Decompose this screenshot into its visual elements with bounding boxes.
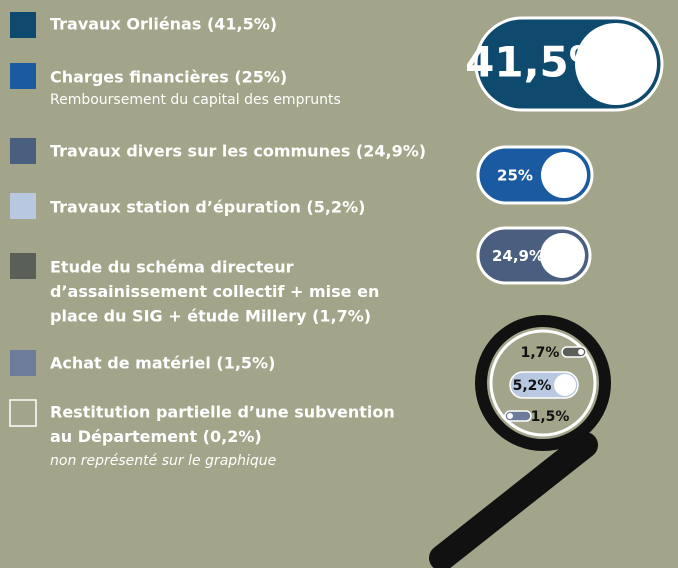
legend-swatch bbox=[10, 138, 36, 164]
pill-label: 1,5% bbox=[531, 409, 570, 425]
legend-label: Travaux divers sur les communes (24,9%) bbox=[50, 142, 426, 161]
legend-swatch bbox=[10, 193, 36, 219]
legend-label: Travaux station d’épuration (5,2%) bbox=[50, 198, 365, 217]
legend-label: Restitution partielle d’une subvention bbox=[50, 403, 395, 422]
legend-label: place du SIG + étude Millery (1,7%) bbox=[50, 307, 371, 326]
legend-swatch bbox=[9, 399, 37, 427]
legend-label: Charges financières (25%) bbox=[50, 68, 287, 87]
pill-knob bbox=[578, 349, 584, 355]
pill-knob bbox=[575, 23, 657, 105]
legend-swatch bbox=[10, 253, 36, 279]
legend-note: Remboursement du capital des emprunts bbox=[50, 92, 341, 108]
pill-label: 41,5% bbox=[465, 38, 611, 87]
pill-label: 1,7% bbox=[521, 345, 560, 361]
pill-knob bbox=[541, 152, 587, 198]
legend-swatch bbox=[10, 12, 36, 38]
pill-knob bbox=[554, 374, 576, 396]
legend-label: Achat de matériel (1,5%) bbox=[50, 354, 275, 373]
pill-knob bbox=[540, 233, 585, 278]
pill-label: 24,9% bbox=[492, 247, 544, 265]
legend-note: non représenté sur le graphique bbox=[50, 453, 276, 469]
pill-label: 25% bbox=[497, 167, 533, 185]
legend-label: Etude du schéma directeur bbox=[50, 258, 294, 277]
legend-label: Travaux Orliénas (41,5%) bbox=[50, 15, 277, 34]
legend-label: au Département (0,2%) bbox=[50, 427, 262, 446]
pill-knob bbox=[507, 413, 513, 419]
legend-swatch bbox=[10, 63, 36, 89]
pill-label: 5,2% bbox=[513, 378, 552, 394]
legend-label: d’assainissement collectif + mise en bbox=[50, 282, 379, 301]
legend-swatch bbox=[10, 350, 36, 376]
